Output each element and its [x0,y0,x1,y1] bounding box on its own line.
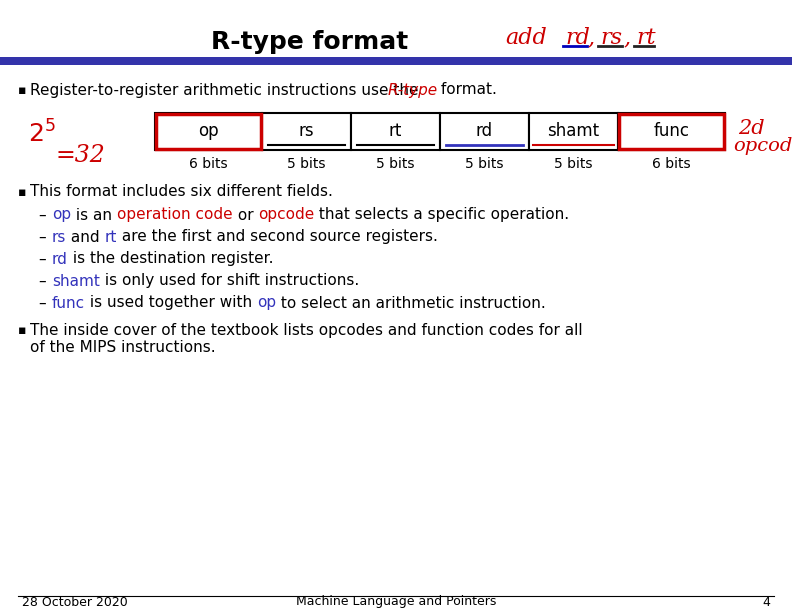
Text: ▪: ▪ [18,324,26,337]
Text: rd: rd [52,252,68,266]
Text: rt: rt [636,27,656,49]
Bar [440,113,529,150]
Text: ▪: ▪ [18,83,26,97]
Text: ,: , [588,27,595,49]
Text: Machine Language and Pointers: Machine Language and Pointers [296,595,496,608]
Text: 5 bits: 5 bits [287,157,326,171]
Bar [262,113,351,150]
Text: op: op [198,122,219,141]
Text: op: op [52,207,71,223]
Text: rt: rt [389,122,402,141]
Text: R-type: R-type [388,83,438,97]
Text: is the destination register.: is the destination register. [68,252,273,266]
Text: and: and [67,230,105,245]
Bar [0,57,792,65]
Bar [529,113,618,150]
Text: ▪: ▪ [18,185,26,198]
Text: func: func [52,296,85,310]
Text: rd: rd [565,27,590,49]
Text: 4: 4 [762,595,770,608]
Text: operation code: operation code [117,207,233,223]
Text: opcode: opcode [733,137,792,155]
Text: format.: format. [436,83,497,97]
Text: –: – [38,296,46,310]
Text: The inside cover of the textbook lists opcodes and function codes for all: The inside cover of the textbook lists o… [30,324,583,338]
Text: =32: =32 [55,143,105,166]
Text: –: – [38,207,46,223]
Text: 5 bits: 5 bits [554,157,593,171]
Text: of the MIPS instructions.: of the MIPS instructions. [30,340,215,356]
Text: Register-to-register arithmetic instructions use the: Register-to-register arithmetic instruct… [30,83,424,97]
Text: –: – [38,252,46,266]
Text: or: or [233,207,258,223]
Text: shamt: shamt [547,122,600,141]
Text: rt: rt [105,230,117,245]
Text: that selects a specific operation.: that selects a specific operation. [314,207,569,223]
Text: rs: rs [600,27,622,49]
Bar [155,113,262,150]
Text: 6 bits: 6 bits [189,157,228,171]
Text: to select an arithmetic instruction.: to select an arithmetic instruction. [276,296,546,310]
Text: func: func [653,122,690,141]
Text: ,: , [624,27,631,49]
Text: 2d: 2d [738,119,764,138]
Text: rs: rs [52,230,67,245]
Text: $2^5$: $2^5$ [28,121,55,148]
Text: opcode: opcode [258,207,314,223]
Text: rd: rd [476,122,493,141]
Text: –: – [38,230,46,245]
Text: 28 October 2020: 28 October 2020 [22,595,128,608]
Text: R-type format: R-type format [211,30,409,54]
Text: is an: is an [71,207,117,223]
Bar [351,113,440,150]
Text: is only used for shift instructions.: is only used for shift instructions. [100,274,359,288]
Text: 5 bits: 5 bits [376,157,415,171]
Text: –: – [38,274,46,288]
Text: rs: rs [299,122,314,141]
Text: This format includes six different fields.: This format includes six different field… [30,184,333,200]
Text: are the first and second source registers.: are the first and second source register… [117,230,438,245]
Text: is used together with: is used together with [85,296,257,310]
Bar [618,113,725,150]
Text: 6 bits: 6 bits [653,157,691,171]
Text: op: op [257,296,276,310]
Text: 5 bits: 5 bits [465,157,504,171]
Text: add: add [505,27,546,49]
Text: shamt: shamt [52,274,100,288]
